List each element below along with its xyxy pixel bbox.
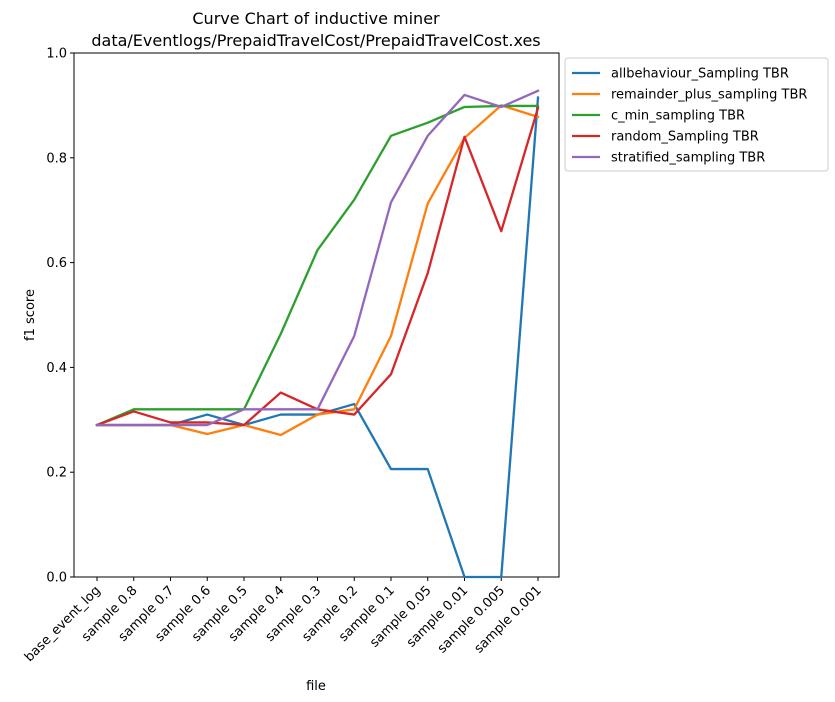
y-axis: 0.0 0.2 0.4 0.6 0.8 1.0 bbox=[46, 47, 74, 586]
legend-label-3: random_Sampling TBR bbox=[611, 130, 759, 145]
y-axis-label: f1 score bbox=[23, 289, 38, 341]
y-tick-label: 0.2 bbox=[46, 466, 67, 481]
legend-label-1: remainder_plus_sampling TBR bbox=[611, 88, 807, 103]
chart-title-line-2: data/Eventlogs/PrepaidTravelCost/Prepaid… bbox=[91, 31, 540, 50]
y-tick-label: 0.8 bbox=[46, 151, 67, 166]
plot-frame bbox=[73, 52, 560, 578]
y-tick-label: 1.0 bbox=[46, 47, 67, 62]
legend-label-2: c_min_sampling TBR bbox=[611, 109, 745, 124]
series-lines bbox=[95, 89, 540, 579]
legend-frame bbox=[564, 57, 829, 172]
legend-label-4: stratified_sampling TBR bbox=[611, 151, 765, 166]
chart-title-line-1: Curve Chart of inductive miner bbox=[192, 9, 440, 28]
series-line-4 bbox=[95, 89, 540, 427]
legend: allbehaviour_Sampling TBR remainder_plus_… bbox=[564, 57, 829, 172]
y-tick-label: 0.6 bbox=[46, 256, 67, 271]
series-line-2 bbox=[95, 104, 540, 427]
x-tick-label: sample 0.001 bbox=[472, 583, 545, 656]
plot-area: 0.0 0.2 0.4 0.6 0.8 1.0 base_event_logsample … bbox=[22, 47, 560, 665]
x-axis-label: file bbox=[306, 679, 326, 694]
legend-label-0: allbehaviour_Sampling TBR bbox=[611, 67, 789, 82]
y-tick-label: 0.0 bbox=[46, 571, 67, 586]
series-line-3 bbox=[95, 106, 540, 427]
series-line-0 bbox=[95, 96, 540, 579]
y-tick-label: 0.4 bbox=[46, 361, 67, 376]
